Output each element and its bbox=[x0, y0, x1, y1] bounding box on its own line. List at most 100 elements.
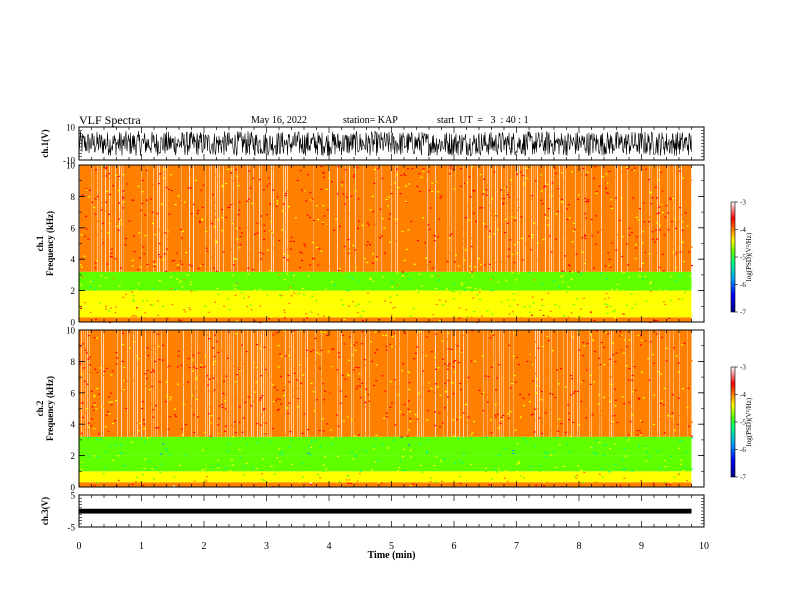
ch2-spec-speckle bbox=[198, 334, 201, 336]
ch1-spec-speckle bbox=[540, 199, 543, 201]
ch2-spec-streak bbox=[539, 330, 540, 437]
ch1-spec-speckle bbox=[532, 302, 535, 304]
ch1-spec-speckle bbox=[183, 309, 186, 311]
ch2-spec-speckle bbox=[518, 461, 521, 463]
ch1-spec-speckle bbox=[437, 275, 440, 277]
ch2-spec-speckle bbox=[214, 447, 217, 449]
ch1-spec-speckle bbox=[585, 174, 588, 176]
ch1-spec-speckle bbox=[500, 312, 502, 314]
ch2-spec-speckle bbox=[471, 432, 474, 434]
ch2-spec-speckle bbox=[346, 416, 349, 418]
ch1-spec-speckle bbox=[611, 242, 614, 244]
ch1-spec-speckle bbox=[230, 248, 232, 250]
ch1-spec-speckle bbox=[116, 264, 119, 266]
ch1-spec-speckle bbox=[553, 280, 556, 282]
ch2-spec-speckle bbox=[659, 467, 662, 470]
ch1-spec-speckle bbox=[116, 288, 119, 290]
ch2-spec-speckle bbox=[663, 432, 666, 434]
ch1-spec-speckle bbox=[664, 303, 667, 306]
ch1-spec-speckle bbox=[432, 314, 435, 316]
ch2-spec-speckle bbox=[132, 332, 135, 334]
ch2-spec-speckle bbox=[637, 334, 640, 336]
ch2-spec-speckle bbox=[523, 438, 526, 440]
ch2-spec-speckle bbox=[545, 376, 548, 378]
ch1-spec-speckle bbox=[578, 193, 581, 195]
ch2-spec-speckle bbox=[315, 423, 318, 425]
ch2-spec-streak bbox=[207, 330, 208, 437]
ch2-spec-speckle bbox=[467, 376, 470, 379]
ch1-spec-speckle bbox=[405, 200, 407, 203]
ch1-spec-speckle bbox=[320, 250, 323, 252]
ch1-spec-speckle bbox=[564, 281, 567, 283]
colorbar-tick-label-2: -6 bbox=[740, 446, 746, 454]
ch3-waveform-trace bbox=[79, 508, 692, 514]
ch2-spec-speckle bbox=[164, 401, 167, 403]
ch2-spec-speckle bbox=[546, 452, 549, 454]
ch2-spec-speckle bbox=[447, 365, 450, 367]
ch1-spec-speckle bbox=[560, 276, 563, 278]
ch2-spec-speckle bbox=[269, 361, 272, 363]
ch2-spec-speckle bbox=[172, 485, 175, 487]
ch1-spec-speckle bbox=[331, 181, 333, 183]
ch1-spec-speckle bbox=[214, 226, 216, 228]
ch2-spec-speckle bbox=[227, 414, 230, 416]
ch2-spec-speckle bbox=[168, 416, 171, 418]
ch1-spec-speckle bbox=[236, 175, 239, 177]
ch1-spec-speckle bbox=[567, 264, 570, 266]
ch2-spec-speckle bbox=[630, 408, 633, 410]
ch1-spec-speckle bbox=[165, 270, 168, 272]
ch1-spec-speckle bbox=[105, 201, 108, 203]
ch2-spec-speckle bbox=[627, 439, 630, 441]
ch2-spec-speckle bbox=[267, 330, 270, 332]
ch1-spec-speckle bbox=[181, 263, 183, 265]
ch1-spec-speckle bbox=[400, 189, 403, 191]
ch1-spec-speckle bbox=[651, 197, 654, 199]
ch1-spec-speckle bbox=[508, 305, 511, 307]
ch2-spec-speckle bbox=[328, 446, 331, 448]
ch1-spec-speckle bbox=[674, 267, 677, 269]
ch2-spec-speckle bbox=[347, 475, 350, 477]
ch2-spec-speckle bbox=[313, 410, 316, 412]
ch1-spec-speckle bbox=[312, 258, 315, 260]
ch1-spec-speckle bbox=[215, 270, 218, 272]
ch1-spec-speckle bbox=[685, 179, 688, 181]
ch1-spec-speckle bbox=[659, 205, 662, 207]
ch2-spec-speckle bbox=[359, 385, 362, 387]
ch1-spec-speckle bbox=[490, 279, 493, 281]
ch1-spec-speckle bbox=[431, 182, 434, 184]
ch2-spec-speckle bbox=[452, 393, 455, 395]
ch1-spec-speckle bbox=[326, 209, 329, 211]
ch1-spec-speckle bbox=[122, 197, 125, 200]
ch2-spec-speckle bbox=[333, 485, 336, 487]
ch1-spec-speckle bbox=[668, 281, 671, 284]
ch1-spec-band-3 bbox=[79, 271, 692, 291]
ch2-spec-speckle bbox=[119, 452, 121, 454]
ch1-spec-speckle bbox=[606, 182, 609, 184]
ch1-spec-speckle bbox=[220, 200, 223, 202]
ch2-spec-speckle bbox=[637, 445, 640, 447]
ch2-spec-speckle bbox=[160, 453, 163, 455]
ch2-spec-speckle bbox=[427, 416, 430, 418]
ch1-spec-speckle bbox=[389, 199, 391, 201]
ch2-spec-speckle bbox=[104, 369, 107, 371]
ch2-spec-speckle bbox=[388, 343, 391, 345]
ch2-spec-speckle bbox=[331, 443, 334, 445]
ch2-spec-speckle bbox=[456, 345, 459, 347]
ch1-spec-speckle bbox=[481, 315, 483, 317]
ch2-spec-streak bbox=[261, 330, 262, 437]
ch1-spec-speckle bbox=[159, 256, 162, 258]
ch2-spec-speckle bbox=[338, 386, 341, 388]
ch1-spec-speckle bbox=[653, 241, 656, 243]
ch1-spec-speckle bbox=[436, 301, 439, 303]
ch2-spec-speckle bbox=[354, 435, 357, 437]
ch1-spec-speckle bbox=[180, 228, 183, 231]
ch1-spec-speckle bbox=[315, 166, 318, 168]
ch2-spec-speckle bbox=[204, 431, 207, 434]
ch2-spec-speckle bbox=[385, 363, 388, 365]
ch2-spec-speckle bbox=[364, 406, 367, 408]
colorbar-label-2: log(PSD)(V²/Hz) bbox=[745, 397, 753, 446]
ch2-spec-speckle bbox=[214, 460, 217, 462]
ch2-spec-speckle bbox=[640, 371, 643, 373]
ch1-spec-speckle bbox=[594, 314, 597, 316]
ch1-spec-speckle bbox=[306, 239, 309, 241]
